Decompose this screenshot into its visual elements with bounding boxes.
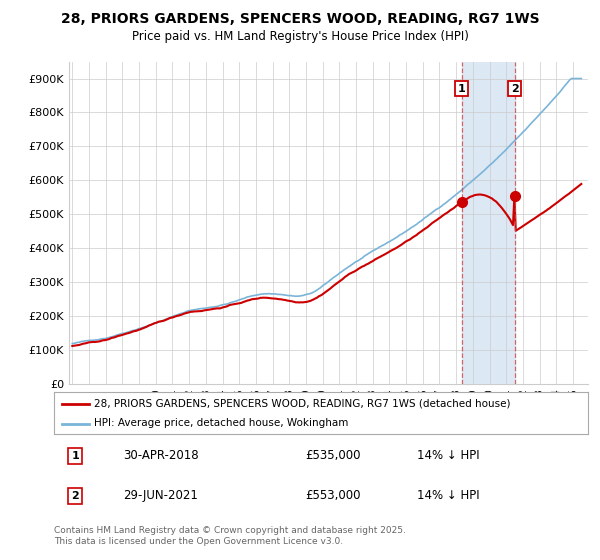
Text: £535,000: £535,000 (305, 449, 361, 463)
Text: 1: 1 (71, 451, 79, 461)
Text: 28, PRIORS GARDENS, SPENCERS WOOD, READING, RG7 1WS: 28, PRIORS GARDENS, SPENCERS WOOD, READI… (61, 12, 539, 26)
Text: Price paid vs. HM Land Registry's House Price Index (HPI): Price paid vs. HM Land Registry's House … (131, 30, 469, 43)
Text: HPI: Average price, detached house, Wokingham: HPI: Average price, detached house, Woki… (94, 418, 349, 428)
Text: 14% ↓ HPI: 14% ↓ HPI (417, 489, 480, 502)
Text: 2: 2 (511, 83, 518, 94)
Text: 28, PRIORS GARDENS, SPENCERS WOOD, READING, RG7 1WS (detached house): 28, PRIORS GARDENS, SPENCERS WOOD, READI… (94, 399, 511, 409)
Text: 1: 1 (458, 83, 466, 94)
Text: 14% ↓ HPI: 14% ↓ HPI (417, 449, 480, 463)
Text: 2: 2 (71, 491, 79, 501)
Text: £553,000: £553,000 (305, 489, 361, 502)
Text: 29-JUN-2021: 29-JUN-2021 (124, 489, 198, 502)
Bar (461, 62, 515, 384)
Text: Contains HM Land Registry data © Crown copyright and database right 2025.
This d: Contains HM Land Registry data © Crown c… (54, 526, 406, 546)
Text: 30-APR-2018: 30-APR-2018 (124, 449, 199, 463)
